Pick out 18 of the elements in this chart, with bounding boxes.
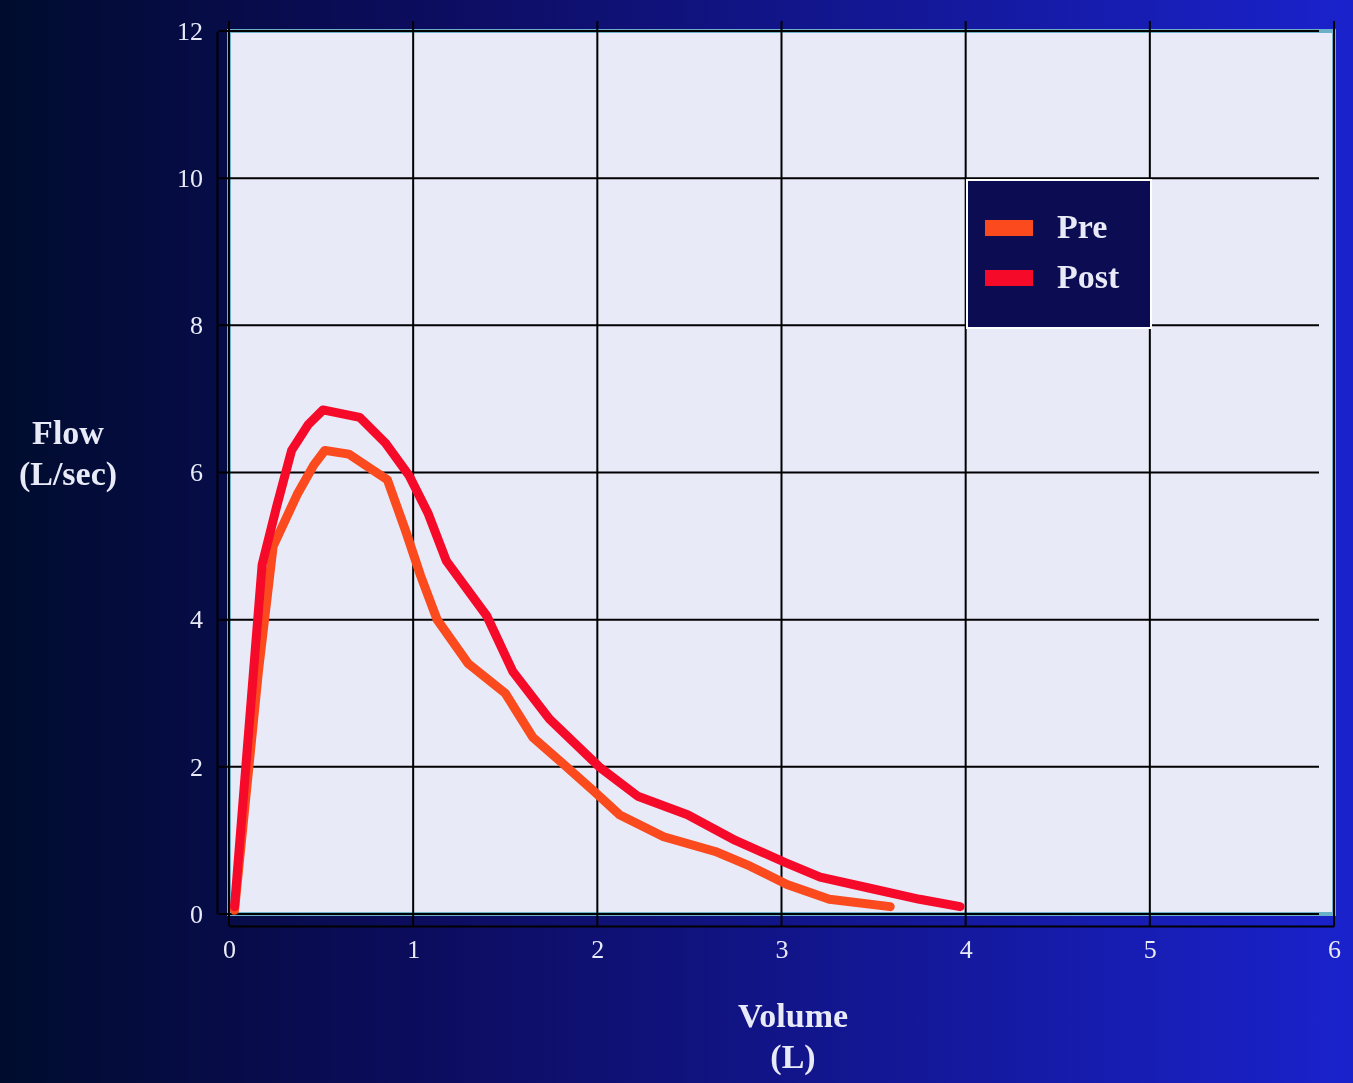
x-tick-label: 5 (1143, 935, 1157, 965)
x-tick-label: 1 (407, 935, 421, 965)
y-tick-label: 0 (190, 899, 203, 929)
y-tick-label: 4 (190, 605, 203, 635)
x-tick-label: 4 (959, 935, 973, 965)
x-tick-label: 6 (1328, 935, 1341, 965)
x-tick-label: 3 (775, 935, 789, 965)
y-tick-label: 10 (177, 163, 203, 193)
x-tick-label: 2 (591, 935, 605, 965)
y-axis-title: Flow (L/sec) (18, 414, 118, 493)
y-tick-label: 2 (190, 752, 203, 782)
legend-label: Pre (1057, 208, 1108, 245)
legend-label: Post (1057, 258, 1120, 295)
x-tick-label: 0 (223, 935, 236, 965)
y-tick-label: 12 (177, 16, 203, 46)
y-tick-label: 6 (190, 458, 203, 488)
x-axis-title: Volume (L) (737, 997, 849, 1076)
y-tick-label: 8 (190, 311, 203, 341)
